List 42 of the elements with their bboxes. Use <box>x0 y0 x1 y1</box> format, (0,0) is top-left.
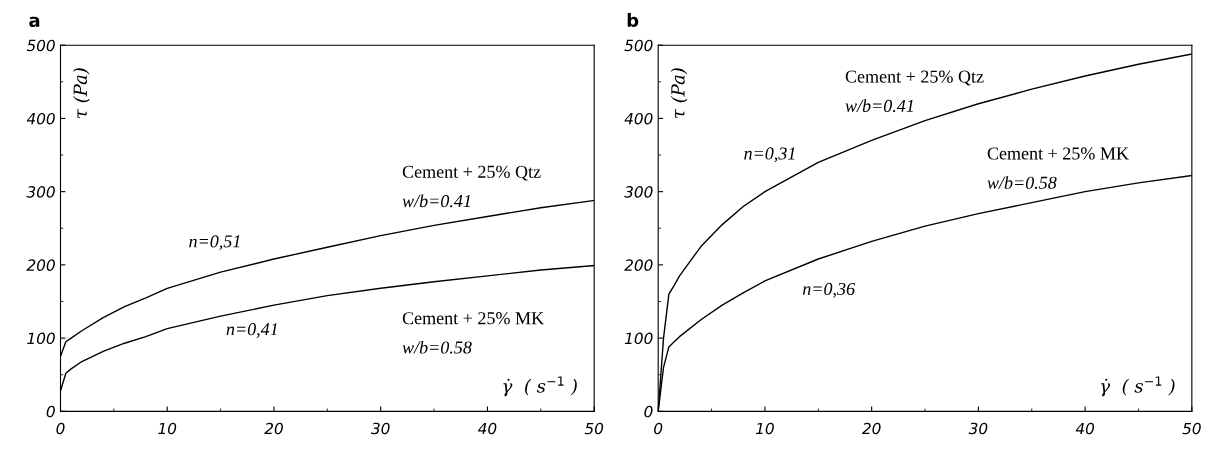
annotation: Cement + 25% MK <box>987 147 1129 160</box>
x-tick-label: 10 <box>755 422 774 435</box>
chart-title: a <box>29 16 40 28</box>
annotation: Cement + 25% Qtz <box>845 70 984 86</box>
x-tick-label: 10 <box>158 422 177 435</box>
y-tick-label: 0 <box>46 405 55 418</box>
x-tick-label: 0 <box>654 422 663 435</box>
x-tick-label: 0 <box>56 422 65 435</box>
x-tick-label: 30 <box>968 422 988 435</box>
x-tick-label: 50 <box>584 422 604 435</box>
y-tick-label: 300 <box>624 186 653 198</box>
annotation: Cement + 25% MK <box>402 312 544 325</box>
y-tick-label: 400 <box>26 112 55 125</box>
y-tick-label: 200 <box>26 259 55 271</box>
annotation: Cement + 25% Qtz <box>402 165 541 181</box>
x-axis-title: γ̇ ( s$^{−1}$ ) <box>503 376 577 397</box>
y-tick-label: 400 <box>624 112 653 125</box>
y-axis-title: τ (Pa) <box>73 68 90 118</box>
x-tick-label: 20 <box>264 422 283 435</box>
y-tick-label: 100 <box>27 332 55 345</box>
annotation: w/b=0.41 <box>845 99 913 113</box>
y-tick-label: 100 <box>624 332 653 345</box>
annotation: n=0,51 <box>189 235 240 251</box>
chart-title: b <box>627 13 639 28</box>
y-axis-title: τ (Pa) <box>670 68 688 118</box>
annotation: w/b=0.41 <box>402 194 470 208</box>
y-tick-label: 500 <box>624 39 653 52</box>
y-tick-label: 200 <box>624 259 653 271</box>
x-tick-label: 40 <box>1075 422 1095 435</box>
y-tick-label: 300 <box>26 186 55 198</box>
annotation: n=0,31 <box>744 147 795 163</box>
x-tick-label: 20 <box>862 422 881 435</box>
y-tick-label: 0 <box>644 405 653 418</box>
x-axis-title: γ̇ ( s$^{−1}$ ) <box>1101 376 1175 397</box>
x-tick-label: 50 <box>1182 422 1201 435</box>
annotation: n=0,36 <box>802 282 855 298</box>
x-tick-label: 40 <box>477 422 497 435</box>
annotation: w/b=0.58 <box>987 176 1057 189</box>
y-tick-label: 500 <box>26 39 55 52</box>
annotation: w/b=0.58 <box>402 340 472 354</box>
annotation: n=0,41 <box>226 323 277 338</box>
x-tick-label: 30 <box>371 422 390 435</box>
